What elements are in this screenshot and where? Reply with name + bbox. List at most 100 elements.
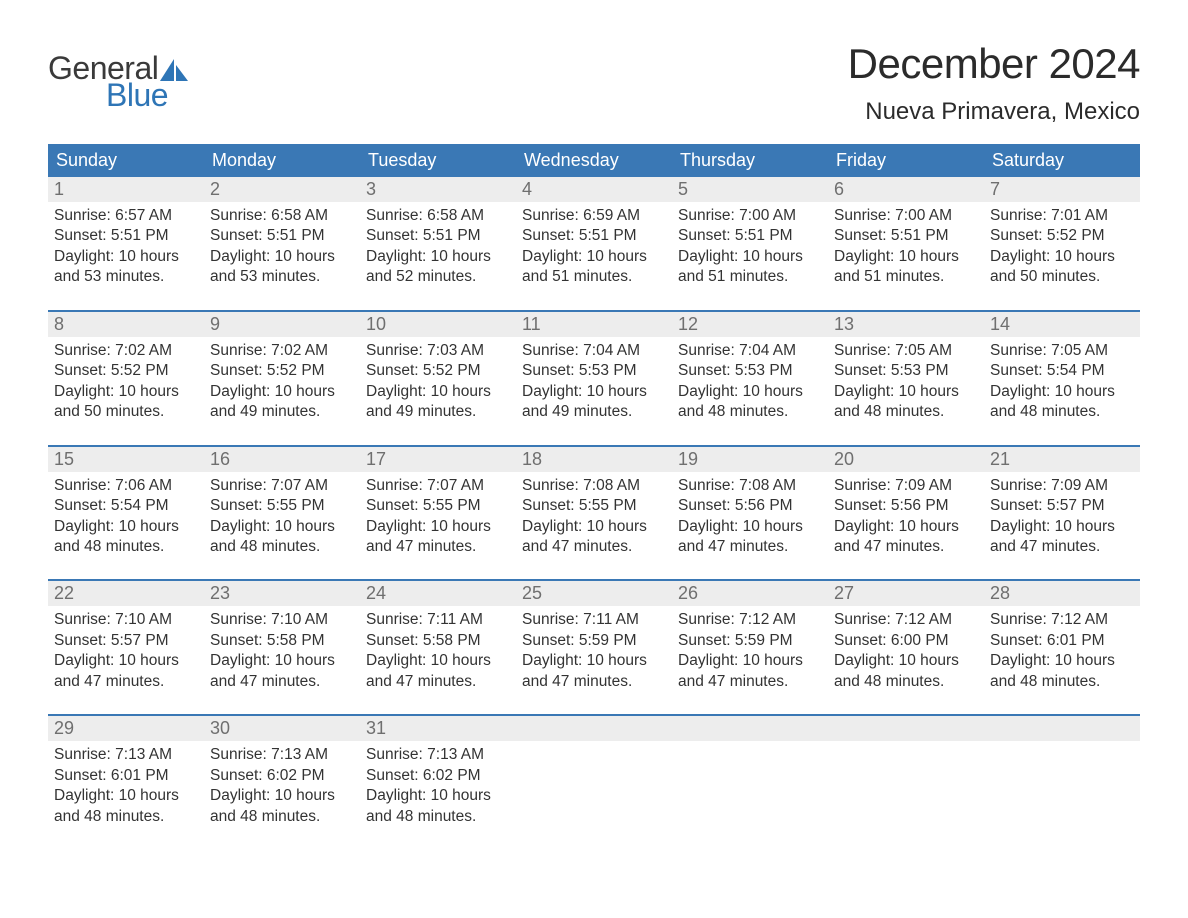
day-info-line: Daylight: 10 hours (678, 382, 822, 402)
day-cell: 8Sunrise: 7:02 AMSunset: 5:52 PMDaylight… (48, 312, 204, 431)
day-info: Sunrise: 7:01 AMSunset: 5:52 PMDaylight:… (990, 206, 1134, 288)
day-info-line: Sunrise: 7:06 AM (54, 476, 198, 496)
day-info-line: Sunrise: 7:12 AM (834, 610, 978, 630)
day-info-line: Sunrise: 7:08 AM (522, 476, 666, 496)
day-number-row: 22 (48, 581, 204, 606)
day-info-line: Daylight: 10 hours (366, 786, 510, 806)
day-number: 4 (522, 179, 532, 199)
day-info: Sunrise: 7:05 AMSunset: 5:54 PMDaylight:… (990, 341, 1134, 423)
day-info-line: Sunrise: 7:05 AM (990, 341, 1134, 361)
day-info-line: and 53 minutes. (54, 267, 198, 287)
day-number: 11 (522, 314, 541, 334)
day-info: Sunrise: 7:04 AMSunset: 5:53 PMDaylight:… (522, 341, 666, 423)
day-info-line: Sunset: 5:52 PM (54, 361, 198, 381)
day-info: Sunrise: 7:13 AMSunset: 6:01 PMDaylight:… (54, 745, 198, 827)
day-info-line: Daylight: 10 hours (678, 247, 822, 267)
day-info-line: and 47 minutes. (366, 672, 510, 692)
day-info-line: Daylight: 10 hours (990, 517, 1134, 537)
day-info-line: Sunset: 5:58 PM (366, 631, 510, 651)
day-number-row: 18 (516, 447, 672, 472)
day-info-line: Sunrise: 7:04 AM (678, 341, 822, 361)
day-number-row: 25 (516, 581, 672, 606)
calendar: Sunday Monday Tuesday Wednesday Thursday… (48, 144, 1140, 835)
day-info-line: and 47 minutes. (834, 537, 978, 557)
day-info-line: and 48 minutes. (990, 402, 1134, 422)
dayheader-wednesday: Wednesday (516, 144, 672, 177)
day-info: Sunrise: 7:13 AMSunset: 6:02 PMDaylight:… (366, 745, 510, 827)
day-cell: 17Sunrise: 7:07 AMSunset: 5:55 PMDayligh… (360, 447, 516, 566)
day-number: 1 (54, 179, 64, 199)
day-cell: 20Sunrise: 7:09 AMSunset: 5:56 PMDayligh… (828, 447, 984, 566)
day-info-line: Daylight: 10 hours (522, 382, 666, 402)
day-info-line: and 48 minutes. (366, 807, 510, 827)
day-number-row: 6 (828, 177, 984, 202)
day-info-line: and 49 minutes. (522, 402, 666, 422)
day-number-row: 14 (984, 312, 1140, 337)
day-info-line: Sunset: 5:56 PM (834, 496, 978, 516)
day-info-line: Sunrise: 7:08 AM (678, 476, 822, 496)
day-cell: 31Sunrise: 7:13 AMSunset: 6:02 PMDayligh… (360, 716, 516, 835)
day-cell: 30Sunrise: 7:13 AMSunset: 6:02 PMDayligh… (204, 716, 360, 835)
day-info-line: and 48 minutes. (54, 537, 198, 557)
day-info: Sunrise: 7:12 AMSunset: 5:59 PMDaylight:… (678, 610, 822, 692)
day-cell: 27Sunrise: 7:12 AMSunset: 6:00 PMDayligh… (828, 581, 984, 700)
day-info-line: Sunrise: 6:58 AM (366, 206, 510, 226)
day-number: 22 (54, 583, 74, 603)
day-cell (828, 716, 984, 835)
day-info-line: Daylight: 10 hours (210, 517, 354, 537)
day-info-line: and 47 minutes. (366, 537, 510, 557)
day-info-line: Sunrise: 6:57 AM (54, 206, 198, 226)
day-info-line: Daylight: 10 hours (366, 651, 510, 671)
day-cell: 29Sunrise: 7:13 AMSunset: 6:01 PMDayligh… (48, 716, 204, 835)
day-info-line: Sunset: 5:55 PM (210, 496, 354, 516)
day-number: 8 (54, 314, 64, 334)
day-info-line: Sunset: 5:51 PM (210, 226, 354, 246)
day-number-row: 27 (828, 581, 984, 606)
day-info-line: Sunrise: 6:58 AM (210, 206, 354, 226)
day-number: 14 (990, 314, 1010, 334)
day-cell: 9Sunrise: 7:02 AMSunset: 5:52 PMDaylight… (204, 312, 360, 431)
day-info: Sunrise: 7:08 AMSunset: 5:56 PMDaylight:… (678, 476, 822, 558)
day-number-row: 21 (984, 447, 1140, 472)
day-info-line: Daylight: 10 hours (54, 651, 198, 671)
day-info-line: and 47 minutes. (210, 672, 354, 692)
day-cell: 16Sunrise: 7:07 AMSunset: 5:55 PMDayligh… (204, 447, 360, 566)
dayheader-monday: Monday (204, 144, 360, 177)
day-info: Sunrise: 6:58 AMSunset: 5:51 PMDaylight:… (366, 206, 510, 288)
day-number-row: 3 (360, 177, 516, 202)
day-info-line: and 48 minutes. (990, 672, 1134, 692)
day-info-line: Sunset: 5:51 PM (366, 226, 510, 246)
day-number: 13 (834, 314, 854, 334)
day-info-line: and 48 minutes. (210, 807, 354, 827)
day-info-line: Sunrise: 7:10 AM (210, 610, 354, 630)
logo-word2: Blue (106, 77, 168, 114)
day-number-row (984, 716, 1140, 741)
day-cell: 13Sunrise: 7:05 AMSunset: 5:53 PMDayligh… (828, 312, 984, 431)
day-info-line: Sunrise: 7:09 AM (834, 476, 978, 496)
day-cell: 11 Sunrise: 7:04 AMSunset: 5:53 PMDayligh… (516, 312, 672, 431)
day-info-line: Sunset: 5:53 PM (834, 361, 978, 381)
day-info-line: and 47 minutes. (678, 537, 822, 557)
day-info-line: Daylight: 10 hours (54, 382, 198, 402)
day-info-line: Daylight: 10 hours (834, 651, 978, 671)
day-number: 15 (54, 449, 74, 469)
day-info: Sunrise: 7:09 AMSunset: 5:56 PMDaylight:… (834, 476, 978, 558)
day-info-line: Sunset: 5:55 PM (522, 496, 666, 516)
day-info-line: and 51 minutes. (834, 267, 978, 287)
day-number: 12 (678, 314, 698, 334)
day-info-line: Sunrise: 7:11 AM (522, 610, 666, 630)
day-info-line: Sunset: 5:52 PM (210, 361, 354, 381)
day-number-row: 28 (984, 581, 1140, 606)
day-info-line: Daylight: 10 hours (54, 786, 198, 806)
day-info-line: and 52 minutes. (366, 267, 510, 287)
day-number: 19 (678, 449, 698, 469)
day-info-line: Sunrise: 7:13 AM (210, 745, 354, 765)
day-info-line: Sunset: 6:01 PM (990, 631, 1134, 651)
day-cell: 5Sunrise: 7:00 AMSunset: 5:51 PMDaylight… (672, 177, 828, 296)
day-info: Sunrise: 7:00 AMSunset: 5:51 PMDaylight:… (678, 206, 822, 288)
day-info-line: Sunrise: 7:10 AM (54, 610, 198, 630)
day-info-line: and 47 minutes. (678, 672, 822, 692)
day-cell: 19 Sunrise: 7:08 AMSunset: 5:56 PMDayligh… (672, 447, 828, 566)
day-info-line: Daylight: 10 hours (834, 517, 978, 537)
day-info-line: Sunset: 5:58 PM (210, 631, 354, 651)
